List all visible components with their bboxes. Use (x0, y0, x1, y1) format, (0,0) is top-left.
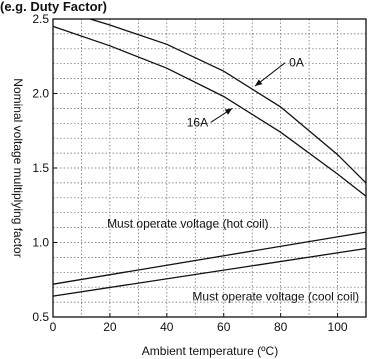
y-tick-label: 0.5 (32, 310, 49, 324)
y-axis-label: Nominal voltage multiplying factor (11, 78, 25, 257)
series-line-1 (52, 25, 367, 197)
annotation-label-1: 16A (187, 115, 208, 129)
arrow-head-1 (224, 108, 233, 115)
x-tick-label: 0 (50, 320, 57, 334)
chart-title: (e.g. Duty Factor) (0, 0, 107, 14)
x-tick-label: 100 (328, 320, 348, 334)
x-tick-label: 40 (160, 320, 174, 334)
annotations: 0A 16A Must operate voltage (hot coil) Must… (107, 56, 359, 304)
series-line-3 (52, 247, 367, 297)
series-lines (52, 18, 367, 297)
series-line-2 (52, 231, 367, 285)
x-axis-label: Ambient temperature (ºC) (142, 344, 278, 358)
x-ticks: 0 20 40 60 80 100 (50, 313, 348, 334)
annotation-label-0: 0A (289, 56, 304, 70)
y-tick-label: 2.5 (32, 12, 49, 26)
x-tick-label: 20 (103, 320, 117, 334)
y-tick-label: 1.5 (32, 161, 49, 175)
y-tick-label: 2.0 (32, 87, 49, 101)
annotation-label-3: Must operate voltage (cool coil) (192, 290, 359, 304)
y-ticks: 0.5 1.0 1.5 2.0 2.5 (32, 12, 57, 324)
y-tick-label: 1.0 (32, 236, 49, 250)
series-line-0 (89, 18, 367, 184)
x-tick-label: 80 (274, 320, 288, 334)
annotation-label-2: Must operate voltage (hot coil) (107, 217, 268, 231)
arrow-head-0 (255, 79, 263, 87)
x-tick-label: 60 (217, 320, 231, 334)
